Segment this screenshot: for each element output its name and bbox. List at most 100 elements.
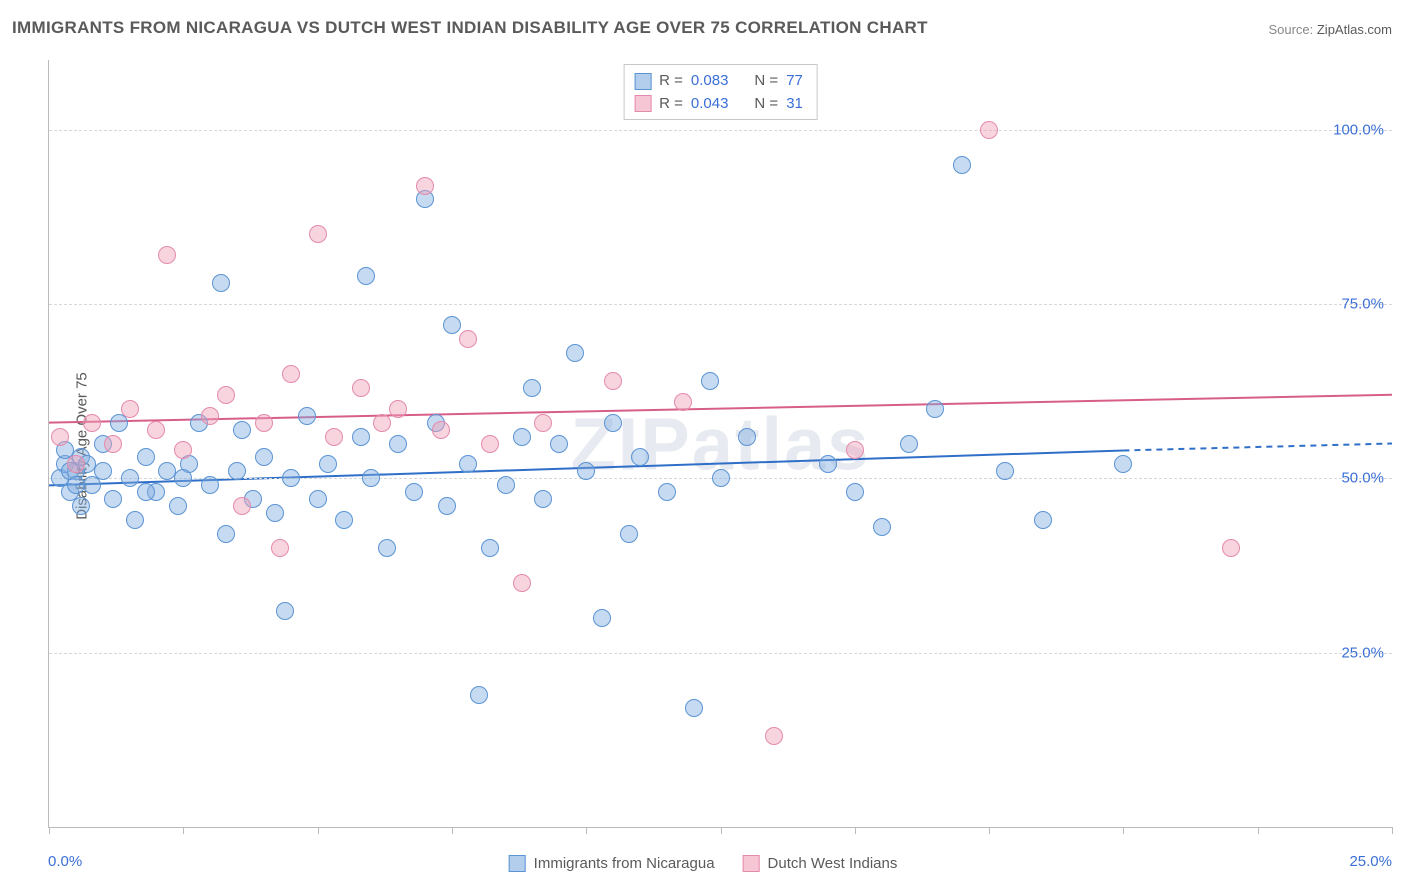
data-point (1034, 511, 1052, 529)
x-tick (183, 827, 184, 834)
data-point (685, 699, 703, 717)
data-point (67, 455, 85, 473)
data-point (534, 414, 552, 432)
data-point (432, 421, 450, 439)
data-point (389, 400, 407, 418)
data-point (271, 539, 289, 557)
data-point (266, 504, 284, 522)
data-point (282, 469, 300, 487)
data-point (819, 455, 837, 473)
source-label: Source: (1268, 22, 1316, 37)
swatch-icon (634, 95, 651, 112)
data-point (121, 469, 139, 487)
gridline (49, 304, 1392, 305)
data-point (201, 407, 219, 425)
swatch-icon (743, 855, 760, 872)
r-value-a: 0.083 (691, 70, 729, 93)
data-point (255, 414, 273, 432)
data-point (121, 400, 139, 418)
data-point (298, 407, 316, 425)
data-point (900, 435, 918, 453)
y-tick-label: 100.0% (1333, 121, 1384, 138)
data-point (443, 316, 461, 334)
data-point (765, 727, 783, 745)
data-point (169, 497, 187, 515)
data-point (389, 435, 407, 453)
data-point (255, 448, 273, 466)
data-point (335, 511, 353, 529)
data-point (674, 393, 692, 411)
swatch-icon (509, 855, 526, 872)
scatter-plot-area: ZIPatlas R = 0.083 N = 77 R = 0.043 N = … (48, 60, 1392, 828)
y-tick-label: 25.0% (1341, 644, 1384, 661)
data-point (523, 379, 541, 397)
data-point (83, 414, 101, 432)
r-value-b: 0.043 (691, 93, 729, 116)
n-value-a: 77 (786, 70, 803, 93)
x-tick (721, 827, 722, 834)
correlation-row-b: R = 0.043 N = 31 (634, 93, 803, 116)
data-point (566, 344, 584, 362)
data-point (67, 476, 85, 494)
data-point (481, 539, 499, 557)
data-point (362, 469, 380, 487)
correlation-legend-box: R = 0.083 N = 77 R = 0.043 N = 31 (623, 64, 818, 120)
source-value: ZipAtlas.com (1317, 22, 1392, 37)
x-axis-max-label: 25.0% (1349, 853, 1392, 870)
data-point (620, 525, 638, 543)
data-point (282, 365, 300, 383)
r-label: R = (659, 70, 683, 93)
x-tick (1123, 827, 1124, 834)
x-tick (855, 827, 856, 834)
legend-item-a: Immigrants from Nicaragua (509, 855, 715, 872)
data-point (104, 490, 122, 508)
source-attribution: Source: ZipAtlas.com (1268, 22, 1392, 37)
data-point (405, 483, 423, 501)
data-point (701, 372, 719, 390)
data-point (846, 483, 864, 501)
legend-label-a: Immigrants from Nicaragua (534, 855, 715, 872)
data-point (352, 428, 370, 446)
data-point (631, 448, 649, 466)
data-point (373, 414, 391, 432)
trend-lines-svg (49, 60, 1392, 827)
data-point (72, 497, 90, 515)
data-point (470, 686, 488, 704)
data-point (217, 525, 235, 543)
data-point (174, 441, 192, 459)
n-value-b: 31 (786, 93, 803, 116)
data-point (137, 483, 155, 501)
x-tick (989, 827, 990, 834)
x-tick (49, 827, 50, 834)
data-point (378, 539, 396, 557)
chart-title: IMMIGRANTS FROM NICARAGUA VS DUTCH WEST … (12, 18, 928, 38)
data-point (416, 177, 434, 195)
data-point (94, 462, 112, 480)
y-tick-label: 50.0% (1341, 470, 1384, 487)
data-point (309, 490, 327, 508)
data-point (319, 455, 337, 473)
data-point (126, 511, 144, 529)
y-tick-label: 75.0% (1341, 296, 1384, 313)
legend-item-b: Dutch West Indians (743, 855, 898, 872)
data-point (276, 602, 294, 620)
data-point (738, 428, 756, 446)
data-point (980, 121, 998, 139)
data-point (357, 267, 375, 285)
series-legend: Immigrants from Nicaragua Dutch West Ind… (509, 855, 898, 872)
data-point (593, 609, 611, 627)
x-tick (318, 827, 319, 834)
n-label: N = (754, 70, 778, 93)
data-point (217, 386, 235, 404)
data-point (550, 435, 568, 453)
legend-label-b: Dutch West Indians (768, 855, 898, 872)
data-point (873, 518, 891, 536)
data-point (137, 448, 155, 466)
data-point (481, 435, 499, 453)
swatch-icon (634, 73, 651, 90)
data-point (201, 476, 219, 494)
data-point (497, 476, 515, 494)
data-point (1222, 539, 1240, 557)
data-point (534, 490, 552, 508)
data-point (51, 428, 69, 446)
